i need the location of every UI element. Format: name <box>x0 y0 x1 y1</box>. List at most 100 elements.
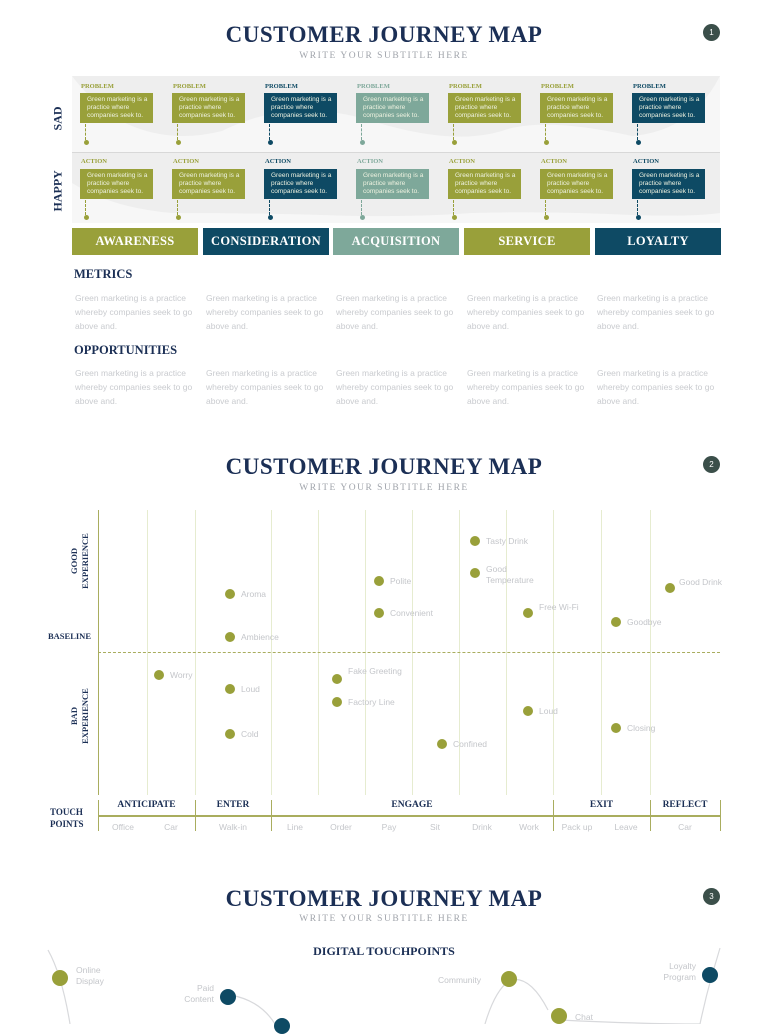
phase-enter: ENTER <box>216 800 250 810</box>
experience-point <box>332 674 342 684</box>
experience-point-label: Aroma <box>241 589 267 599</box>
good-label-line1: GOOD <box>69 548 79 574</box>
experience-point <box>665 583 675 593</box>
digital-touchpoint-label: Paid Content <box>184 983 214 1004</box>
touchpoint-label: Car <box>678 822 692 832</box>
experience-point-label: Free Wi-Fi <box>539 602 579 612</box>
problem-dot <box>635 140 641 145</box>
experience-point <box>154 670 164 680</box>
action-stem <box>453 200 454 215</box>
digital-touchpoint <box>702 967 718 983</box>
experience-point <box>225 729 235 739</box>
action-label: ACTION <box>173 158 200 165</box>
sad-wave-shape <box>72 76 720 152</box>
action-dot <box>543 215 549 220</box>
action-card: Green marketing is a practice where comp… <box>80 169 153 199</box>
good-label-line2: EXPERIENCE <box>80 533 90 589</box>
problem-stem <box>545 124 546 140</box>
problem-stem <box>453 124 454 140</box>
touchpoint-label: Pack up <box>561 822 593 832</box>
page1-title: CUSTOMER JOURNEY MAP <box>225 22 543 47</box>
metrics-text: Green marketing is a practice whereby co… <box>75 293 193 331</box>
problem-card: Green marketing is a practice where comp… <box>80 93 153 123</box>
experience-point-label: Loud <box>241 684 260 694</box>
problem-card: Green marketing is a practice where comp… <box>632 93 705 123</box>
bad-label-line1: BAD <box>69 707 79 725</box>
phase-divider <box>553 800 554 831</box>
page3-number-badge: 3 <box>703 888 720 905</box>
page2-title: CUSTOMER JOURNEY MAP <box>225 454 543 479</box>
touchpoint-label: Line <box>286 822 304 832</box>
problem-label: PROBLEM <box>449 83 482 90</box>
experience-point-label: Tasty Drink <box>486 536 529 546</box>
opportunities-text: Green marketing is a practice whereby co… <box>597 368 715 406</box>
baseline-line <box>98 652 720 653</box>
problem-dot <box>451 140 457 145</box>
problem-label: PROBLEM <box>173 83 206 90</box>
experience-point <box>225 684 235 694</box>
opportunities-text: Green marketing is a practice whereby co… <box>75 368 193 406</box>
touch-points-label: TOUCH POINTS <box>50 806 84 830</box>
experience-point-label: Good Temperature <box>486 564 534 585</box>
experience-point <box>611 723 621 733</box>
digital-touchpoint-label: Chat <box>575 1012 593 1022</box>
phase-divider <box>98 800 99 831</box>
metrics-text: Green marketing is a practice whereby co… <box>597 293 715 331</box>
happy-label: HAPPY <box>50 170 65 212</box>
action-stem <box>361 200 362 215</box>
phase-axis-line <box>98 815 720 817</box>
problem-card: Green marketing is a practice where comp… <box>172 93 245 123</box>
experience-point <box>523 706 533 716</box>
problem-label: PROBLEM <box>81 83 114 90</box>
touchpoint-label: Drink <box>472 822 492 832</box>
experience-point-label: Worry <box>170 670 193 680</box>
page2-number-badge: 2 <box>703 456 720 473</box>
problem-stem <box>85 124 86 140</box>
touchpoint-label: Walk-in <box>218 822 248 832</box>
stage-loyalty: LOYALTY <box>595 228 721 255</box>
metrics-text: Green marketing is a practice whereby co… <box>467 293 585 331</box>
touchpoint-label: Car <box>164 822 178 832</box>
touch-label-line1: TOUCH <box>50 807 83 817</box>
problem-label: PROBLEM <box>265 83 298 90</box>
experience-point <box>437 739 447 749</box>
digital-touchpoint-label: Online Display <box>76 965 104 986</box>
experience-point-label: Confined <box>453 739 488 749</box>
experience-point <box>374 576 384 586</box>
action-dot <box>267 215 273 220</box>
opportunities-heading: OPPORTUNITIES <box>74 343 178 357</box>
phase-divider <box>195 800 196 831</box>
stage-service: SERVICE <box>464 228 590 255</box>
phase-exit: EXIT <box>589 800 614 810</box>
experience-point-label: Good Drink <box>679 577 722 587</box>
action-dot <box>175 215 181 220</box>
action-card: Green marketing is a practice where comp… <box>172 169 245 199</box>
page1-subtitle: WRITE YOUR SUBTITLE HERE <box>299 51 469 61</box>
bad-label-line2: EXPERIENCE <box>80 688 90 744</box>
digital-touchpoint <box>52 970 68 986</box>
touchpoint-label: Office <box>111 822 135 832</box>
action-card: Green marketing is a practice where comp… <box>540 169 613 199</box>
experience-point-label: Convenient <box>390 608 434 618</box>
experience-point-label: Goodbye <box>627 617 662 627</box>
action-stem <box>545 200 546 215</box>
sad-label: SAD <box>50 106 65 131</box>
action-card: Green marketing is a practice where comp… <box>356 169 429 199</box>
action-stem <box>269 200 270 215</box>
touchpoint-label: Order <box>330 822 352 832</box>
action-label: ACTION <box>265 158 292 165</box>
action-card: Green marketing is a practice where comp… <box>632 169 705 199</box>
experience-point-label: Polite <box>390 576 412 586</box>
problem-dot <box>267 140 273 145</box>
problem-dot <box>359 140 365 145</box>
experience-point-label: Loud <box>539 706 558 716</box>
page3-subtitle: WRITE YOUR SUBTITLE HERE <box>299 914 469 924</box>
phase-reflect: REFLECT <box>662 800 708 810</box>
digital-touchpoints-heading: DIGITAL TOUCHPOINTS <box>313 944 455 958</box>
touchpoint-label: Pay <box>381 822 397 832</box>
phase-divider <box>271 800 272 831</box>
opportunities-text: Green marketing is a practice whereby co… <box>336 368 454 406</box>
action-stem <box>177 200 178 215</box>
experience-point <box>611 617 621 627</box>
page2-subtitle: WRITE YOUR SUBTITLE HERE <box>299 483 469 493</box>
